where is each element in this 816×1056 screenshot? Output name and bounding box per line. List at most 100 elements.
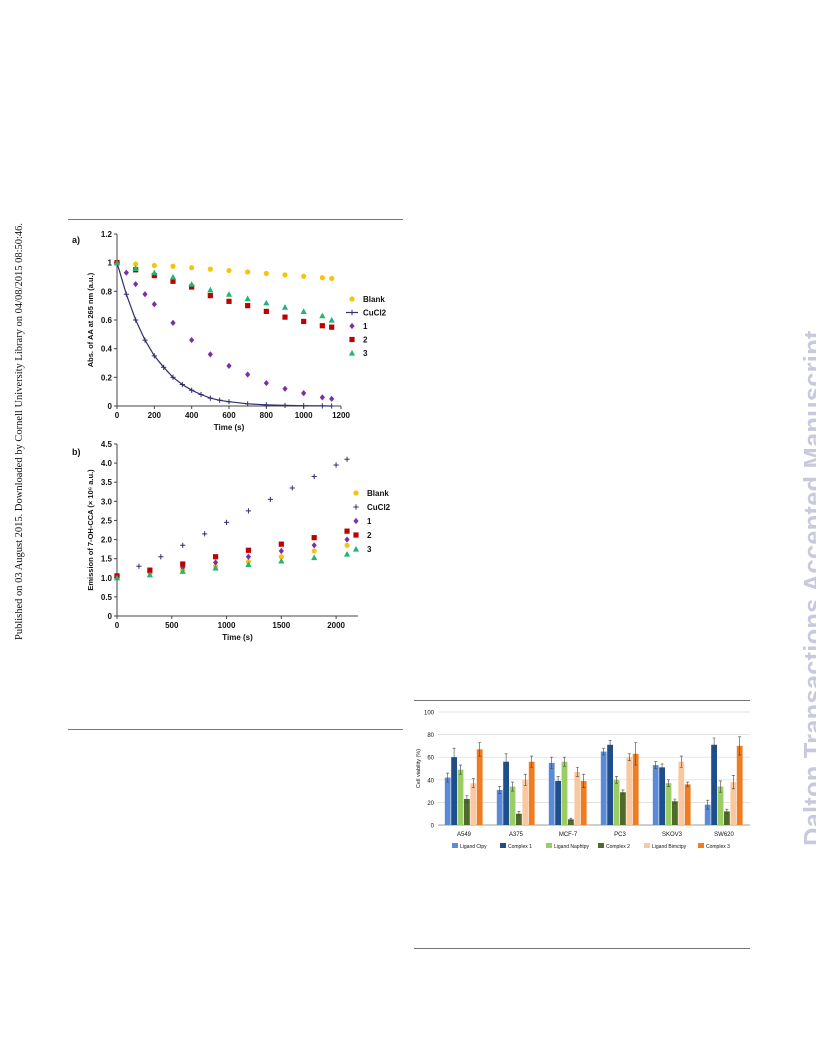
category-label: SKOV3: [662, 832, 683, 838]
data-point-c1: [245, 371, 251, 378]
data-point-c2: [278, 541, 284, 547]
data-point-c2: [212, 554, 219, 560]
x-tick-label: 800: [260, 411, 274, 420]
data-point-c1: [278, 547, 284, 555]
y-axis-label: Abs. of AA at 265 nm (a.u.): [86, 272, 95, 367]
error-bar-ligand_naphtpy: [459, 764, 462, 775]
bar-complex2: [620, 792, 626, 825]
legend-label-blank: Blank: [363, 295, 385, 304]
error-bar-ligand_ctpy: [706, 799, 710, 810]
bar-complex2: [568, 819, 574, 825]
error-bar-ligand_ctpy: [550, 756, 554, 769]
error-bar-complex2: [725, 808, 729, 814]
error-bar-complex1: [452, 747, 456, 767]
journal-watermark: Dalton Transactions Accepted Manuscript: [800, 330, 816, 846]
legend-label-complex3: Complex 3: [706, 844, 730, 850]
data-point-c3: [263, 299, 270, 306]
data-point-c1: [123, 269, 129, 276]
error-bar-complex3: [738, 736, 742, 756]
data-point-cucl2: [223, 519, 230, 525]
data-point-c3: [113, 574, 121, 581]
data-point-cucl2: [133, 317, 139, 323]
legend-marker-cucl2: [349, 309, 355, 316]
x-tick-label: 2000: [327, 621, 345, 630]
bar-ligand_ctpy: [652, 765, 659, 825]
data-point-c3: [132, 265, 139, 271]
data-point-c1: [151, 301, 157, 308]
data-point-cucl2: [289, 485, 295, 491]
y-tick-label: 4.0: [101, 459, 113, 468]
legend-marker-blank: [349, 296, 355, 302]
data-point-c2: [329, 324, 335, 330]
data-point-blank: [278, 554, 284, 560]
y-tick-label: 0: [108, 402, 113, 411]
data-point-c3: [207, 286, 214, 293]
data-point-c3: [300, 308, 307, 314]
bar-complex1: [607, 744, 613, 825]
bar-complex3: [528, 761, 535, 825]
category-label: PC3: [614, 832, 626, 838]
data-point-c1: [263, 379, 269, 387]
bar-complex3: [736, 745, 743, 825]
data-point-c3: [225, 291, 233, 297]
bar-complex1: [555, 780, 561, 825]
bar-ligand_naphtpy: [457, 769, 464, 825]
x-axis-label: Time (s): [222, 633, 253, 642]
legend-marker-c2: [349, 336, 355, 343]
error-bar-ligand_ctpy: [498, 786, 502, 794]
legend-label-complex1: Complex 1: [508, 844, 532, 850]
y-tick-label: 0.2: [101, 373, 113, 382]
error-bar-ligand_naphtpy: [563, 756, 566, 767]
error-bar-ligand_bimctpy: [679, 755, 683, 768]
x-tick-label: 1000: [295, 411, 313, 420]
y-tick-label: 2.5: [101, 516, 113, 525]
legend-marker-c3: [348, 349, 356, 356]
bar-ligand_naphtpy: [717, 786, 724, 825]
data-point-cucl2: [170, 374, 176, 380]
error-bar-ligand_naphtpy: [511, 781, 514, 792]
bar-ligand_bimctpy: [574, 771, 581, 825]
error-bar-ligand_naphtpy: [719, 780, 722, 793]
y-axis-label: Cell viability (%): [416, 749, 422, 788]
x-tick-label: 500: [165, 621, 179, 630]
y-tick-label: 20: [427, 801, 434, 807]
data-point-c2: [344, 528, 350, 534]
bar-complex1: [503, 761, 509, 825]
y-tick-label: 80: [427, 733, 434, 739]
bar-ligand_bimctpy: [522, 779, 529, 825]
data-point-c2: [319, 323, 325, 329]
chart-cell-viability: 0 20 40 60 80 100 Cell viability (%) A549 A375 MC…: [416, 711, 750, 850]
data-point-cucl2: [333, 462, 339, 468]
data-point-cucl2: [151, 353, 157, 359]
data-point-c2: [207, 293, 213, 299]
axis-lines: [116, 234, 341, 407]
y-tick-label: 0: [431, 824, 435, 830]
x-tick-label: 0: [115, 411, 120, 420]
legend-label-c3: 3: [367, 545, 372, 554]
x-tick-label: 1000: [218, 621, 236, 630]
bottom-left-rule: [68, 729, 403, 730]
error-bar-complex1: [504, 753, 508, 770]
x-axis-label: Time (s): [214, 423, 245, 432]
bar-ligand_bimctpy: [626, 757, 633, 825]
y-tick-label: 3.5: [101, 478, 113, 487]
bar-complex3: [580, 780, 587, 825]
data-point-cucl2: [123, 291, 129, 297]
data-point-cucl2: [217, 397, 223, 403]
bar-ligand_naphtpy: [665, 783, 672, 825]
series-line-cucl2: [116, 262, 332, 407]
data-point-c3: [311, 554, 318, 561]
error-bar-complex1: [556, 776, 560, 786]
data-point-blank: [344, 542, 350, 548]
legend-label-c3: 3: [363, 349, 368, 358]
bar-complex2: [516, 813, 522, 825]
data-point-c1: [133, 281, 139, 288]
data-point-blank: [189, 265, 195, 271]
legend-label-ligand_bimctpy: Ligand Bimctpy: [652, 844, 687, 850]
bar-ligand_ctpy: [444, 777, 451, 825]
data-point-c1: [344, 536, 350, 543]
error-bar-complex2: [673, 798, 677, 804]
y-tick-label: 1: [108, 259, 113, 268]
data-point-c2: [189, 284, 195, 290]
legend-marker-cucl2: [353, 504, 359, 510]
